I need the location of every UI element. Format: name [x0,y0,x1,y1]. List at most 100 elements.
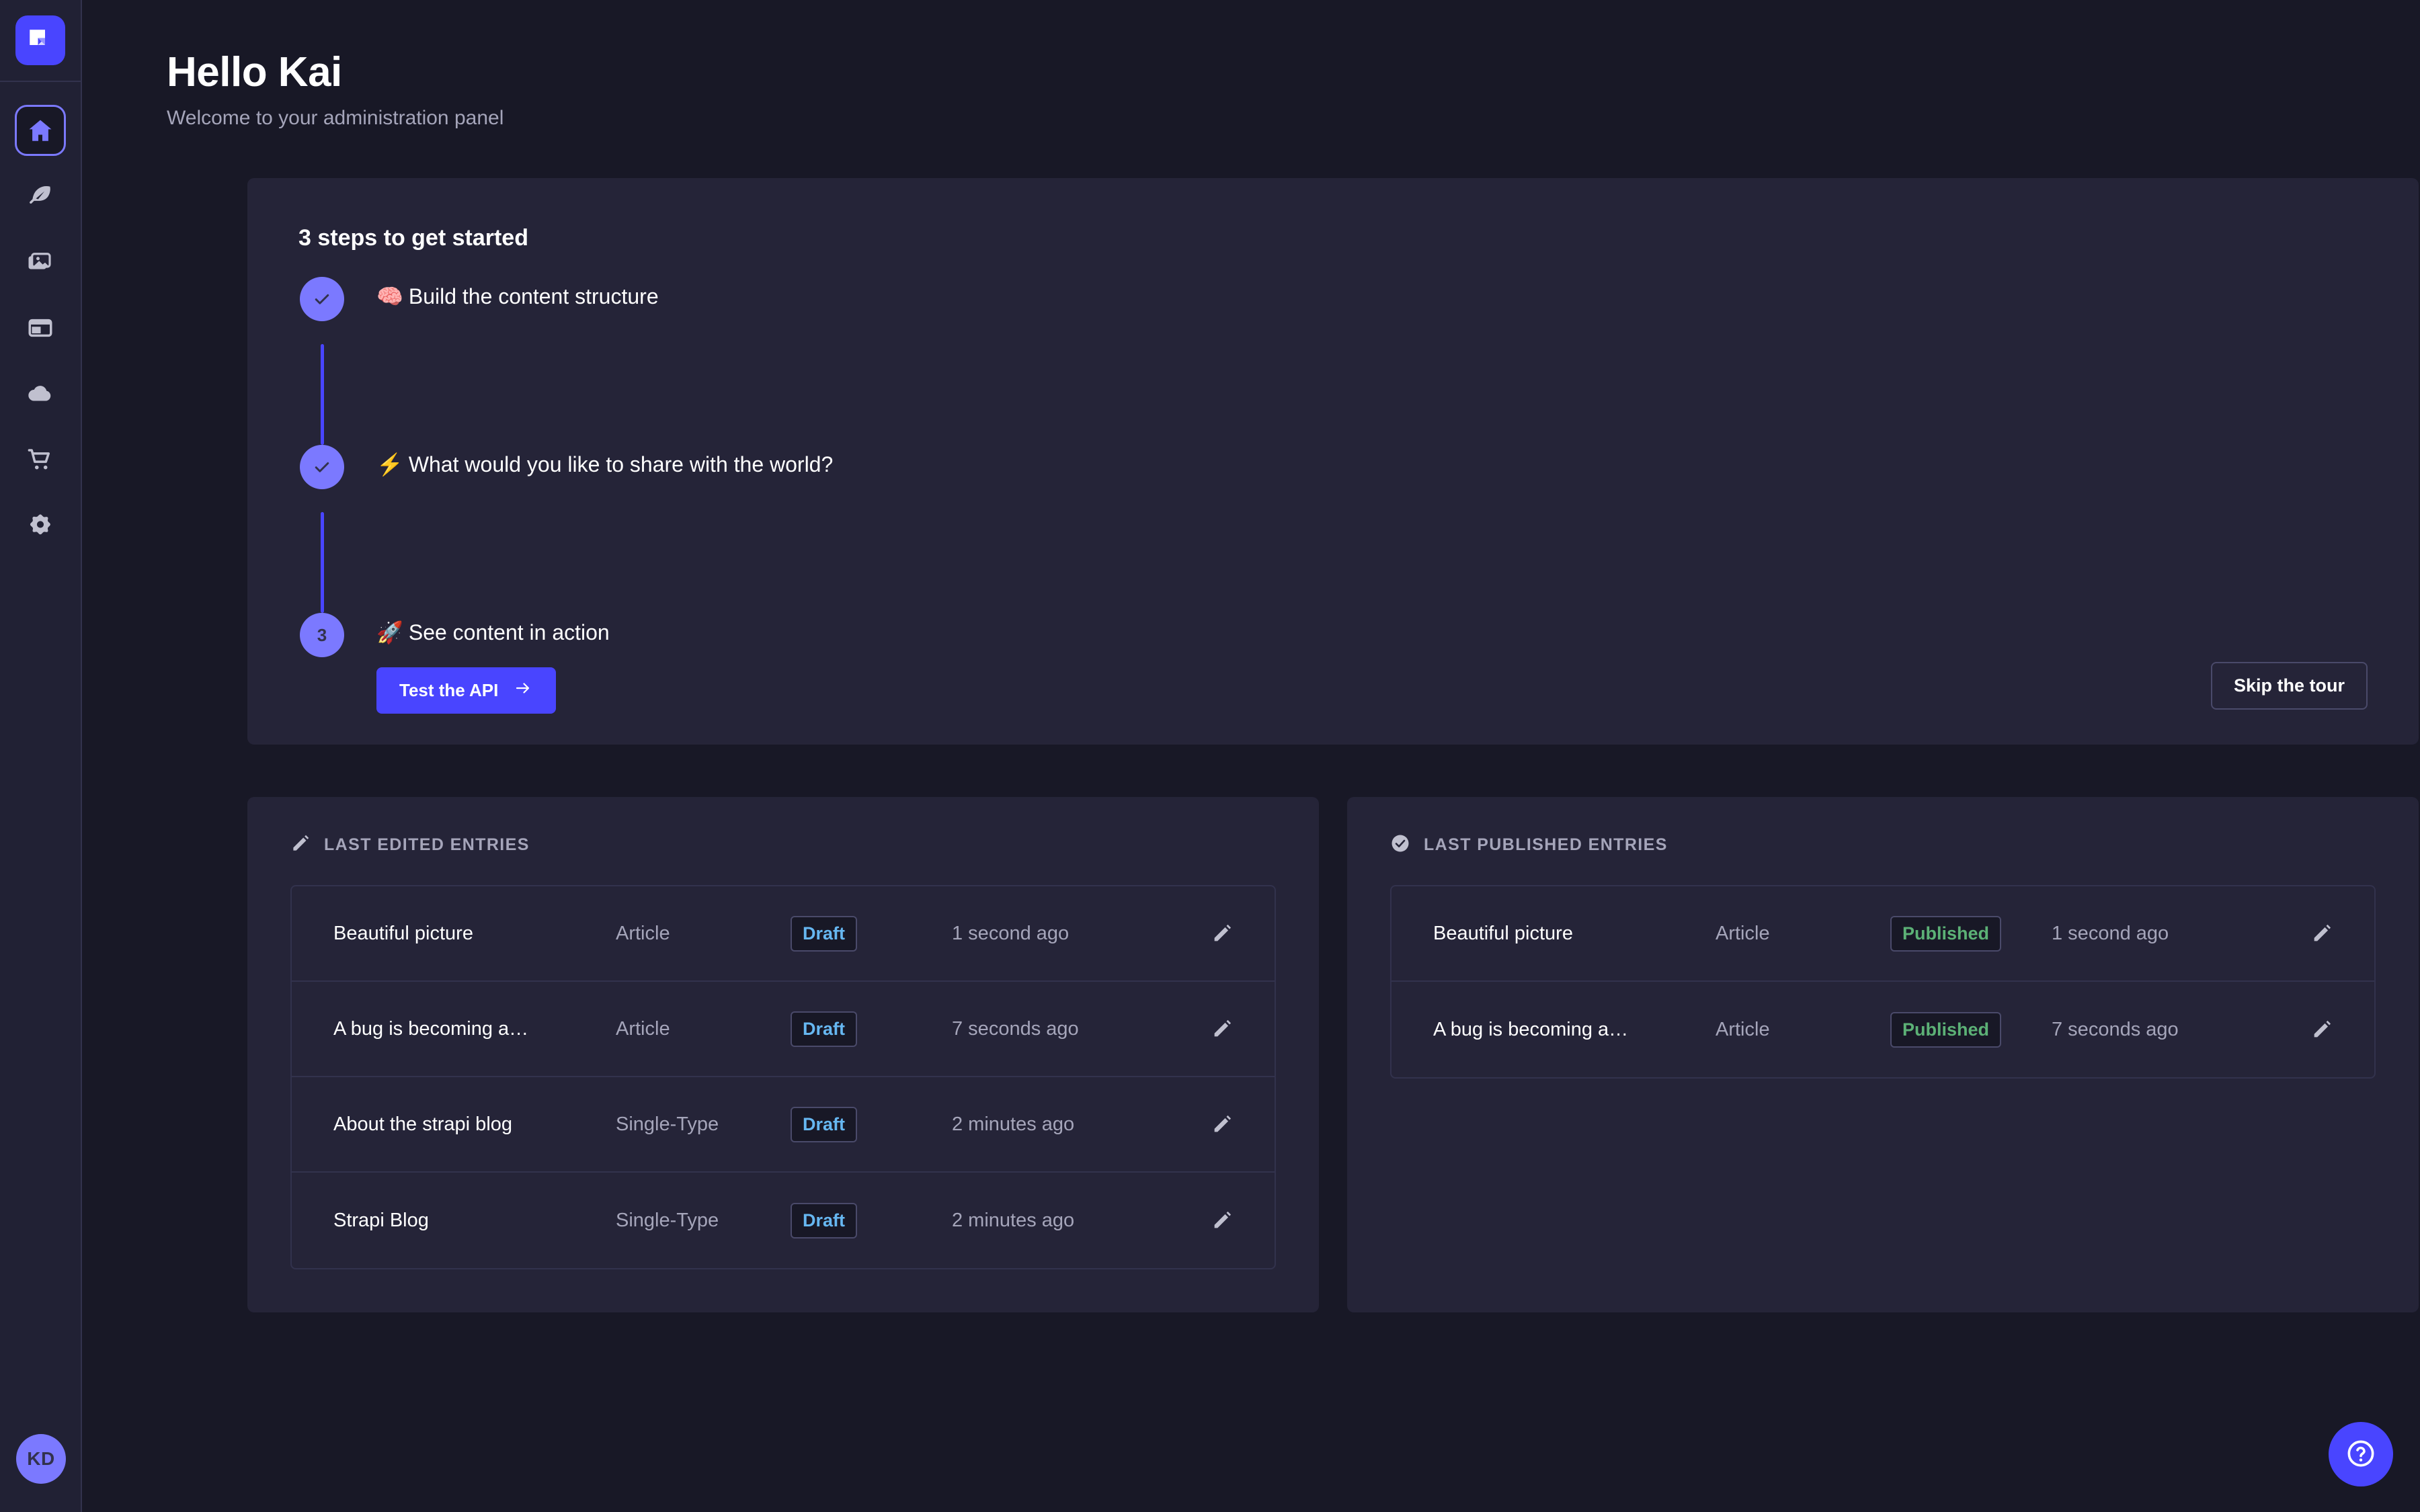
lightning-icon: ⚡ [376,452,403,477]
step-3-text: See content in action [408,620,610,645]
entry-time: 1 second ago [2052,922,2169,944]
last-edited-table: Beautiful picture Article Draft 1 second… [290,885,1276,1270]
arrow-right-icon [513,680,533,701]
entry-type: Article [1716,1018,1770,1040]
entry-state: Published [1890,1011,2052,1048]
last-edited-panel-header: LAST EDITED ENTRIES [290,833,1276,857]
sidebar: KD [0,0,82,1512]
step-2-label: ⚡ What would you like to share with the w… [376,450,833,479]
entry-state: Published [1890,915,2052,952]
edit-entry-button[interactable] [1211,1210,1233,1231]
step-2-body: ⚡ What would you like to share with the w… [346,445,833,479]
entry-title: Beautiful picture [333,922,473,944]
skip-the-tour-button[interactable]: Skip the tour [2210,662,2368,710]
edit-entry-button[interactable] [1211,1114,1233,1135]
status-badge: Draft [791,915,858,952]
status-badge: Published [1890,1011,2002,1048]
cloud-icon [26,380,54,408]
steps-title: 3 steps to get started [298,225,528,251]
step-3-number: 3 [300,613,344,658]
pencil-icon [290,833,311,857]
entry-actions [1193,1018,1233,1040]
sidebar-item-home[interactable] [15,105,66,156]
last-edited-panel-title: LAST EDITED ENTRIES [324,835,530,855]
last-published-entries-panel: LAST PUBLISHED ENTRIES Beautiful picture… [1347,797,2419,1313]
sidebar-nav [15,105,66,551]
last-published-table: Beautiful picture Article Published 1 se… [1390,885,2376,1079]
table-row[interactable]: Beautiful picture Article Draft 1 second… [292,886,1275,982]
sidebar-item-content-manager[interactable] [15,171,66,222]
step-2-text: What would you like to share with the wo… [408,452,834,477]
edit-entry-button[interactable] [1211,923,1233,944]
sidebar-item-cloud[interactable] [15,368,66,419]
gear-icon [26,511,54,540]
sidebar-item-marketplace[interactable] [15,434,66,485]
avatar[interactable]: KD [16,1434,66,1484]
entry-title: About the strapi blog [333,1113,513,1135]
entry-time: 1 second ago [952,922,1070,944]
entry-time: 2 minutes ago [952,1113,1075,1135]
table-row[interactable]: Strapi Blog Single-Type Draft 2 minutes … [292,1173,1275,1268]
last-edited-entries-panel: LAST EDITED ENTRIES Beautiful picture Ar… [247,797,1319,1313]
step-1-label: 🧠 Build the content structure [376,282,659,311]
entry-time: 7 seconds ago [952,1017,1079,1040]
step-3-body: 🚀 See content in action Test the API [346,613,610,714]
entry-state: Draft [791,915,952,952]
entries-panels: LAST EDITED ENTRIES Beautiful picture Ar… [247,797,2419,1313]
sidebar-item-content-type-builder[interactable] [15,302,66,353]
entry-type: Article [616,1017,670,1040]
table-row[interactable]: A bug is becoming a… Article Published 7… [1392,982,2374,1077]
cta-label: Test the API [399,680,499,701]
step-2-check-icon [300,445,344,490]
step-item-1: 🧠 Build the content structure [298,277,2368,446]
feather-icon [26,182,54,210]
main-content: Hello Kai Welcome to your administration… [82,0,2420,1512]
entry-type: Single-Type [616,1113,719,1135]
question-circle-icon [2345,1438,2376,1471]
entry-actions [2292,1019,2333,1040]
entry-state: Draft [791,1011,952,1047]
sidebar-item-media-library[interactable] [15,237,66,288]
entry-time: 2 minutes ago [952,1209,1075,1231]
onboarding-steps-card: 3 steps to get started 🧠 Build the conten… [247,178,2419,745]
entry-title: A bug is becoming a… [1433,1018,1629,1040]
status-badge: Published [1890,915,2002,952]
entry-state: Draft [791,1202,952,1238]
entry-time: 7 seconds ago [2052,1018,2179,1040]
step-connector-1 [320,344,324,446]
entry-actions [1193,1210,1233,1231]
step-item-3: 3 🚀 See content in action Test the API [298,613,2368,714]
table-row[interactable]: Beautiful picture Article Published 1 se… [1392,886,2374,982]
edit-entry-button[interactable] [1211,1018,1233,1040]
step-1-check-icon [300,277,344,322]
layout-icon [26,314,54,342]
entry-title: A bug is becoming a… [333,1017,529,1040]
status-badge: Draft [791,1106,858,1142]
edit-entry-button[interactable] [2311,1019,2333,1040]
last-published-panel-title: LAST PUBLISHED ENTRIES [1424,835,1668,855]
shopping-cart-icon [26,446,54,474]
strapi-logo-icon[interactable] [15,15,65,65]
step-1-marker-column [298,277,346,446]
page-header: Hello Kai Welcome to your administration… [82,0,2420,130]
test-the-api-button[interactable]: Test the API [376,667,557,714]
table-row[interactable]: About the strapi blog Single-Type Draft … [292,1077,1275,1173]
entry-state: Draft [791,1106,952,1142]
status-badge: Draft [791,1011,858,1047]
status-badge: Draft [791,1202,858,1238]
sidebar-item-settings[interactable] [15,500,66,551]
page-subtitle: Welcome to your administration panel [167,107,504,130]
page-title: Hello Kai [167,49,342,95]
step-2-marker-column [298,445,346,614]
rocket-icon: 🚀 [376,620,403,645]
step-1-body: 🧠 Build the content structure [346,277,659,311]
step-item-2: ⚡ What would you like to share with the w… [298,445,2368,614]
entry-type: Article [616,922,670,944]
help-button[interactable] [2329,1422,2393,1486]
step-connector-2 [320,512,324,614]
sidebar-logo-wrap [0,0,81,82]
avatar-initials: KD [27,1448,55,1469]
table-row[interactable]: A bug is becoming a… Article Draft 7 sec… [292,982,1275,1078]
entry-actions [1193,1114,1233,1135]
edit-entry-button[interactable] [2311,923,2333,944]
